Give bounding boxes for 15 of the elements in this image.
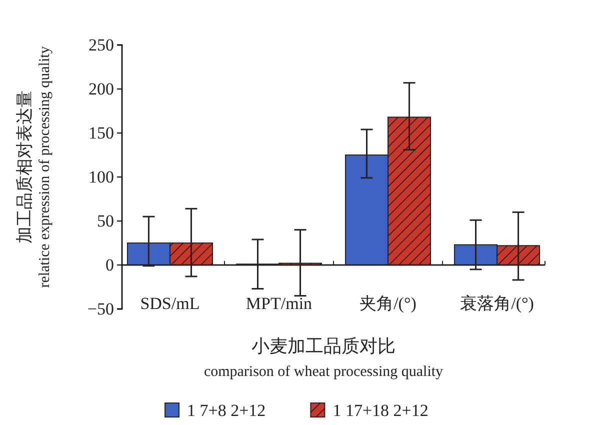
x-tick-label: SDS/mL [140, 294, 200, 313]
x-axis-title: 小麦加工品质对比 comparison of wheat processing quality [204, 336, 444, 380]
y-tick-label: 100 [88, 167, 114, 186]
x-tick-label: 衰落角/(°) [460, 294, 534, 313]
y-tick-label: 0 [106, 255, 114, 274]
y-axis-title: 加工品质相对表达量 relatice expression of processing quality [15, 46, 53, 288]
legend-label: 1 17+18 2+12 [332, 401, 428, 420]
x-tick-label: MPT/min [246, 294, 313, 313]
y-tick-label: 250 [88, 35, 114, 54]
x-tick-label: 夹角/(°) [360, 294, 416, 313]
y-tick-label: −50 [87, 299, 114, 318]
y-tick-label: 150 [88, 123, 114, 142]
y-tick-label: 200 [88, 79, 114, 98]
y-tick-label: 50 [97, 211, 114, 230]
legend-label: 1 7+8 2+12 [187, 401, 266, 420]
